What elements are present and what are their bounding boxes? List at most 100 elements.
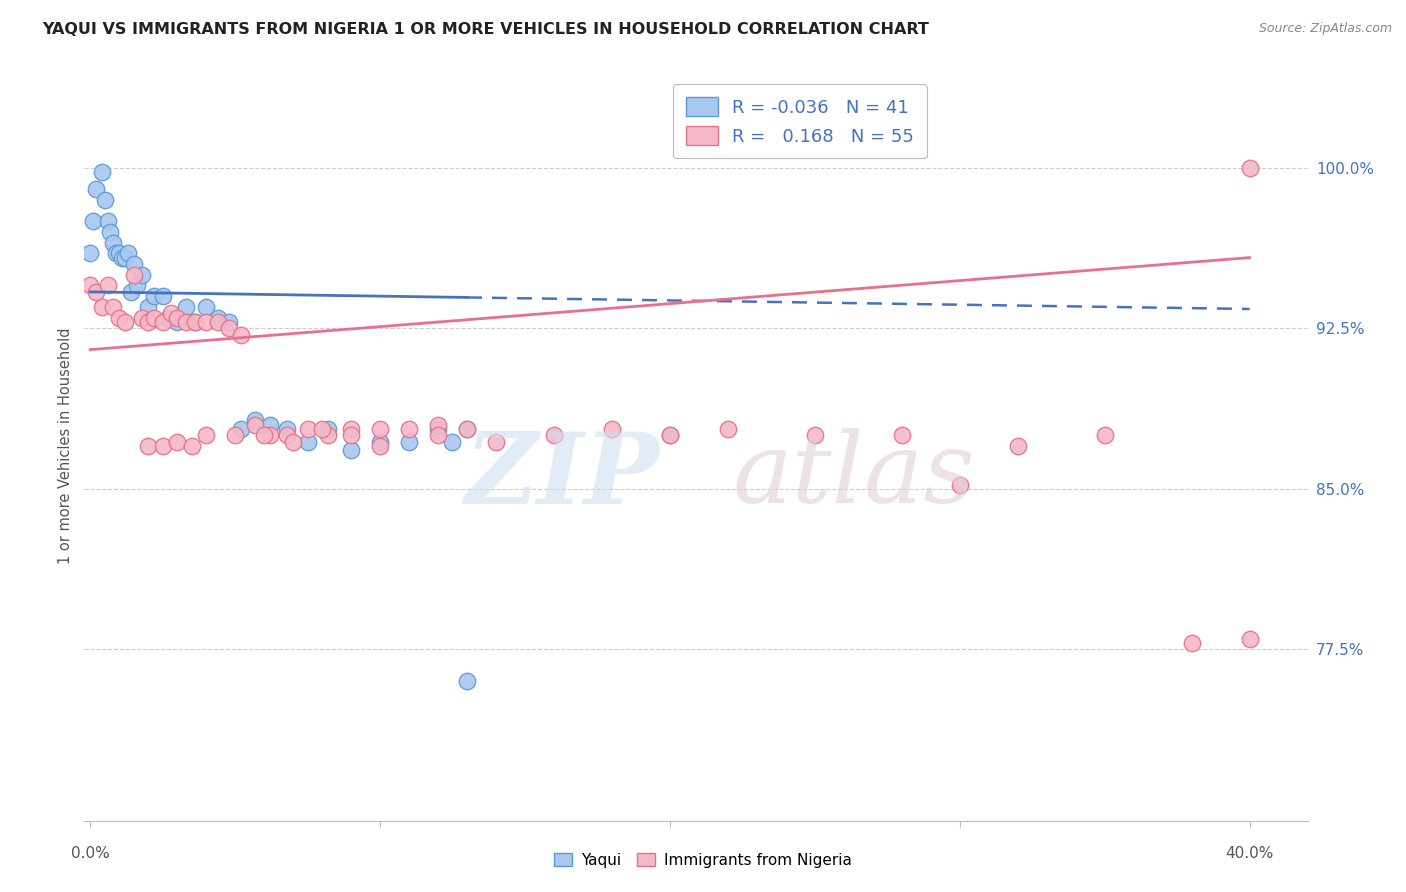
- Point: [122, 268, 145, 282]
- Point: [1007, 439, 1029, 453]
- Point: [114, 315, 136, 329]
- Point: [218, 315, 240, 329]
- Point: [245, 413, 267, 427]
- Point: [174, 315, 197, 329]
- Point: [207, 310, 229, 325]
- Point: [100, 225, 122, 239]
- Point: [218, 321, 240, 335]
- Point: [340, 422, 363, 436]
- Point: [259, 417, 281, 432]
- Text: 40.0%: 40.0%: [1226, 847, 1274, 862]
- Point: [207, 315, 229, 329]
- Point: [1181, 636, 1204, 650]
- Point: [1239, 632, 1261, 646]
- Point: [600, 422, 623, 436]
- Point: [93, 193, 115, 207]
- Point: [195, 428, 218, 442]
- Point: [543, 428, 565, 442]
- Point: [717, 422, 740, 436]
- Point: [131, 310, 153, 325]
- Text: ZIP: ZIP: [464, 428, 659, 524]
- Point: [456, 422, 478, 436]
- Point: [136, 300, 159, 314]
- Point: [281, 434, 304, 449]
- Point: [82, 214, 104, 228]
- Point: [195, 300, 218, 314]
- Point: [166, 315, 188, 329]
- Point: [485, 434, 508, 449]
- Legend: Yaqui, Immigrants from Nigeria: Yaqui, Immigrants from Nigeria: [546, 845, 860, 875]
- Point: [142, 310, 165, 325]
- Point: [160, 306, 183, 320]
- Point: [398, 434, 420, 449]
- Point: [122, 257, 145, 271]
- Point: [316, 428, 339, 442]
- Point: [456, 674, 478, 689]
- Legend: R = -0.036   N = 41, R =   0.168   N = 55: R = -0.036 N = 41, R = 0.168 N = 55: [673, 84, 927, 158]
- Point: [259, 428, 281, 442]
- Point: [297, 434, 319, 449]
- Point: [368, 422, 391, 436]
- Point: [174, 300, 197, 314]
- Point: [180, 439, 202, 453]
- Point: [108, 310, 131, 325]
- Point: [316, 422, 339, 436]
- Point: [183, 315, 205, 329]
- Point: [90, 165, 112, 179]
- Point: [427, 428, 450, 442]
- Point: [117, 246, 139, 260]
- Point: [276, 422, 298, 436]
- Point: [84, 285, 107, 299]
- Point: [131, 268, 153, 282]
- Point: [456, 422, 478, 436]
- Point: [152, 315, 174, 329]
- Point: [166, 434, 188, 449]
- Point: [136, 315, 159, 329]
- Point: [224, 428, 246, 442]
- Point: [195, 315, 218, 329]
- Point: [229, 327, 252, 342]
- Point: [368, 439, 391, 453]
- Point: [340, 443, 363, 458]
- Point: [658, 428, 681, 442]
- Point: [297, 422, 319, 436]
- Point: [427, 417, 450, 432]
- Point: [890, 428, 912, 442]
- Point: [152, 439, 174, 453]
- Point: [368, 434, 391, 449]
- Point: [340, 428, 363, 442]
- Point: [398, 422, 420, 436]
- Point: [136, 439, 159, 453]
- Point: [1094, 428, 1116, 442]
- Point: [311, 422, 333, 436]
- Point: [253, 428, 276, 442]
- Point: [125, 278, 148, 293]
- Point: [152, 289, 174, 303]
- Text: 0.0%: 0.0%: [70, 847, 110, 862]
- Text: YAQUI VS IMMIGRANTS FROM NIGERIA 1 OR MORE VEHICLES IN HOUSEHOLD CORRELATION CHA: YAQUI VS IMMIGRANTS FROM NIGERIA 1 OR MO…: [42, 22, 929, 37]
- Point: [103, 235, 125, 250]
- Y-axis label: 1 or more Vehicles in Household: 1 or more Vehicles in Household: [58, 327, 73, 565]
- Point: [166, 310, 188, 325]
- Point: [90, 300, 112, 314]
- Point: [111, 251, 134, 265]
- Point: [142, 289, 165, 303]
- Point: [114, 251, 136, 265]
- Point: [120, 285, 142, 299]
- Point: [105, 246, 128, 260]
- Point: [427, 422, 450, 436]
- Point: [658, 428, 681, 442]
- Text: atlas: atlas: [733, 428, 976, 524]
- Point: [245, 417, 267, 432]
- Point: [96, 278, 118, 293]
- Point: [1239, 161, 1261, 175]
- Point: [276, 428, 298, 442]
- Point: [183, 315, 205, 329]
- Point: [84, 182, 107, 196]
- Point: [949, 477, 972, 491]
- Point: [79, 278, 101, 293]
- Point: [229, 422, 252, 436]
- Text: Source: ZipAtlas.com: Source: ZipAtlas.com: [1258, 22, 1392, 36]
- Point: [96, 214, 118, 228]
- Point: [103, 300, 125, 314]
